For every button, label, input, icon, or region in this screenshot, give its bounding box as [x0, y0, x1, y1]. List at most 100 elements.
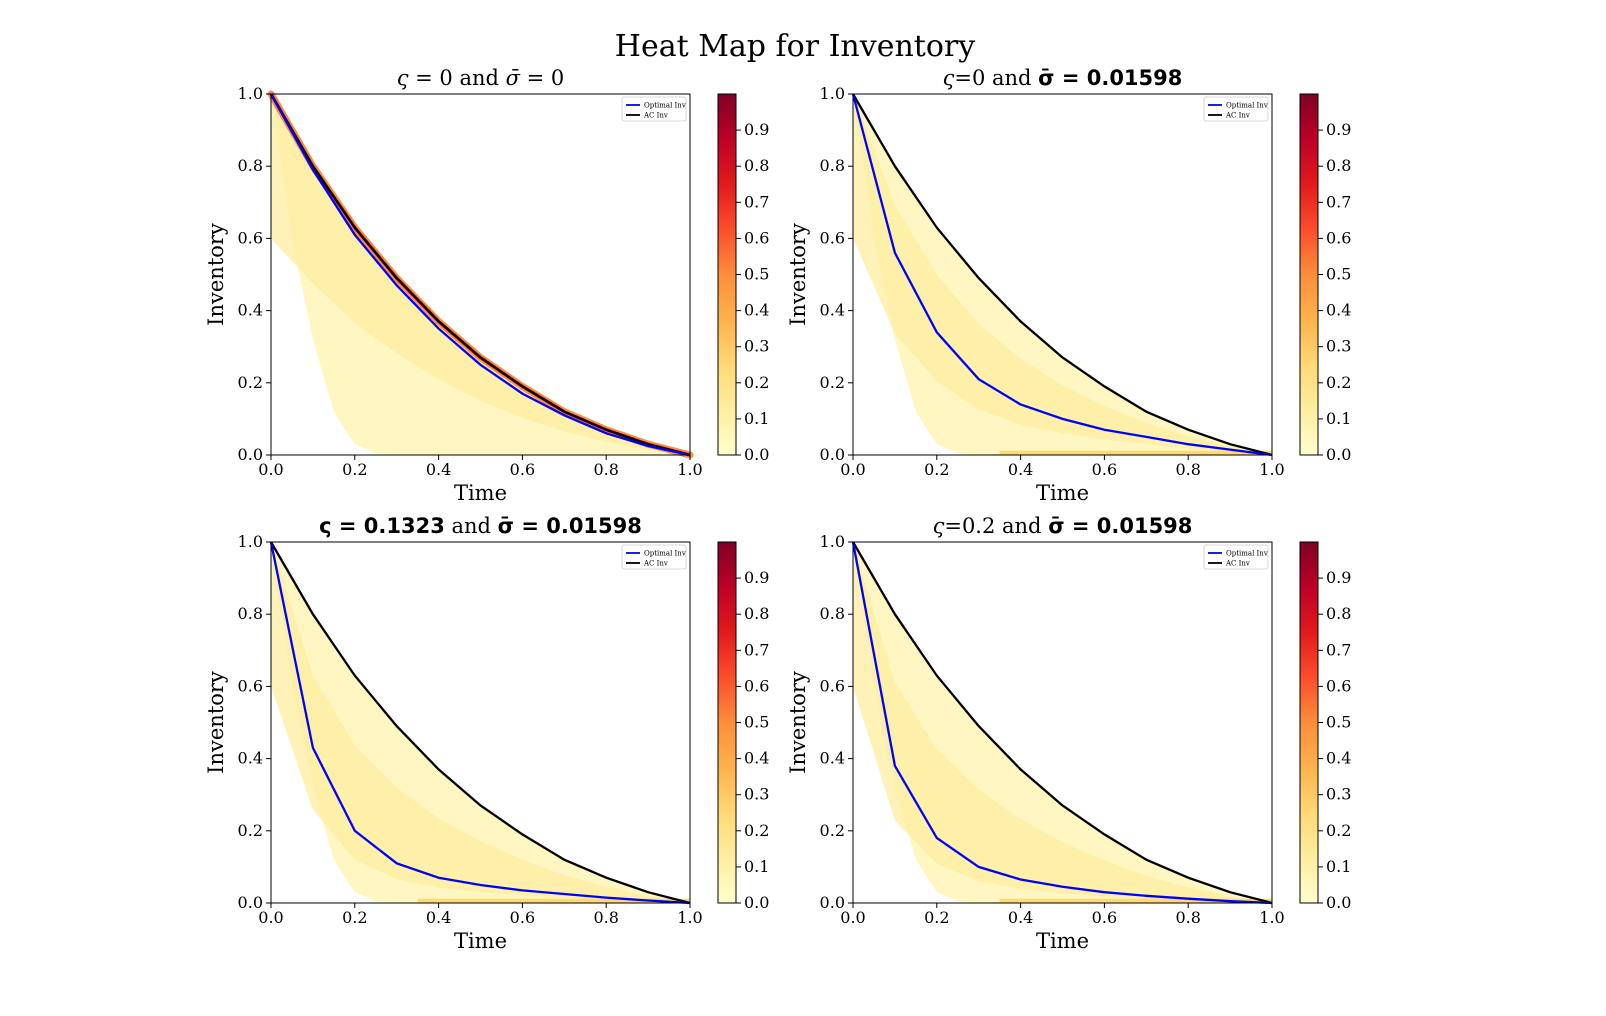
x-tick-label: 1.0: [677, 908, 702, 927]
x-tick-label: 0.6: [1092, 460, 1117, 479]
colorbar-tick-label: 0.6: [744, 676, 769, 695]
legend-label: AC Inv: [643, 560, 668, 568]
x-tick-label: 0.8: [593, 908, 618, 927]
legend: Optimal Inv AC Inv: [621, 544, 687, 570]
series-optimal-inv: [851, 93, 1273, 457]
colorbar-tick-label: 0.3: [1326, 337, 1351, 356]
x-tick-label: 0.6: [510, 460, 535, 479]
legend: Optimal Inv AC Inv: [1203, 544, 1269, 570]
panel-title: ς = 0 and σ̄ = 0: [397, 66, 565, 90]
y-tick-label: 0.0: [820, 445, 845, 464]
x-tick-label: 0.2: [342, 460, 367, 479]
series-ac-inv: [270, 541, 691, 905]
colorbar-tick-label: 0.0: [744, 445, 769, 464]
colorbar-tick-label: 0.9: [1326, 120, 1351, 139]
x-axis-label: Time: [454, 929, 507, 953]
x-axis-label: Time: [1036, 929, 1089, 953]
colorbar-tick-label: 0.2: [1326, 821, 1351, 840]
axes-frame: [852, 93, 1273, 456]
y-tick-label: 1.0: [820, 84, 845, 103]
y-tick-label: 0.0: [238, 445, 263, 464]
heat-core: [853, 94, 1272, 455]
colorbar-tick-label: 0.2: [744, 373, 769, 392]
panel-title-part: σ̄ = 0.01598: [1038, 66, 1182, 90]
colorbar-tick-label: 0.9: [744, 568, 769, 587]
x-tick-label: 0.0: [840, 460, 865, 479]
x-tick-label: 0.0: [840, 908, 865, 927]
legend: Optimal Inv AC Inv: [621, 96, 687, 122]
legend-label: AC Inv: [1225, 112, 1250, 120]
heat-core: [853, 542, 1272, 903]
y-tick-label: 1.0: [238, 532, 263, 551]
y-axis-label: Inventory: [204, 223, 228, 326]
y-tick-label: 0.2: [820, 373, 845, 392]
y-tick-label: 0.0: [238, 893, 263, 912]
x-tick-label: 0.4: [426, 908, 451, 927]
colorbar-gradient: [1299, 541, 1319, 904]
panel-title-part: = 0 and: [408, 66, 505, 90]
panel-1: 0.0 0.2 0.4 0.6 0.8 1.0 0.0 0.2 0.4 0.6 0.8 1.0 Time…: [204, 66, 769, 505]
colorbar-tick-label: 0.0: [1326, 893, 1351, 912]
colorbar-tick-label: 0.5: [744, 265, 769, 284]
y-tick-label: 0.8: [820, 156, 845, 175]
figure-title: Heat Map for Inventory: [615, 29, 975, 64]
colorbar-tick-label: 0.4: [744, 749, 769, 768]
x-tick-label: 0.4: [1008, 460, 1033, 479]
heat-envelope: [271, 94, 690, 455]
colorbar-tick-label: 0.3: [744, 785, 769, 804]
panel-4: 0.0 0.2 0.4 0.6 0.8 1.0 0.0 0.2 0.4 0.6 0.8 1.0 Time…: [786, 514, 1351, 953]
panel-title-part: =0 and: [954, 66, 1038, 90]
colorbar: 0.0 0.1 0.2 0.3 0.4 0.5 0.6 0.7 0.8 0.9: [717, 541, 769, 912]
x-tick-label: 0.8: [593, 460, 618, 479]
colorbar-tick-label: 0.4: [1326, 749, 1351, 768]
x-tick-label: 0.6: [1092, 908, 1117, 927]
y-tick-label: 0.4: [820, 301, 845, 320]
y-axis-label: Inventory: [786, 671, 810, 774]
y-tick-label: 0.0: [820, 893, 845, 912]
legend-label: AC Inv: [643, 112, 668, 120]
panel-title-part: σ̄ = 0.01598: [498, 514, 642, 538]
colorbar-gradient: [1299, 93, 1319, 456]
panel-title-part: ς = 0.1323: [319, 514, 445, 538]
panel-title-part: σ̄ = 0.01598: [1048, 514, 1192, 538]
x-axis-label: Time: [1036, 481, 1089, 505]
y-tick-label: 0.8: [238, 156, 263, 175]
colorbar-tick-label: 0.1: [1326, 857, 1351, 876]
series-optimal-inv: [269, 541, 691, 905]
colorbar-tick-label: 0.5: [1326, 265, 1351, 284]
y-tick-label: 1.0: [238, 84, 263, 103]
y-tick-label: 0.6: [820, 228, 845, 247]
colorbar-tick-label: 0.3: [744, 337, 769, 356]
series-ac-inv: [270, 93, 691, 457]
panel-title-part: ς: [943, 66, 955, 90]
x-tick-label: 0.6: [510, 908, 535, 927]
colorbar-tick-label: 0.4: [744, 301, 769, 320]
panel-title: ς = 0.1323 and σ̄ = 0.01598: [319, 514, 642, 538]
axes-frame: [852, 541, 1273, 904]
x-tick-label: 0.4: [1008, 908, 1033, 927]
legend-label: AC Inv: [1225, 560, 1250, 568]
y-tick-label: 0.6: [238, 228, 263, 247]
colorbar-tick-label: 0.5: [744, 713, 769, 732]
x-tick-label: 0.2: [924, 460, 949, 479]
legend-label: Optimal Inv: [1226, 550, 1268, 558]
panel-title-part: ς: [933, 514, 945, 538]
y-tick-label: 0.4: [238, 749, 263, 768]
axes-frame: [270, 93, 691, 456]
colorbar-tick-label: 0.8: [1326, 156, 1351, 175]
legend-label: Optimal Inv: [1226, 102, 1268, 110]
colorbar-tick-label: 0.8: [1326, 604, 1351, 623]
x-tick-label: 0.8: [1175, 460, 1200, 479]
colorbar: 0.0 0.1 0.2 0.3 0.4 0.5 0.6 0.7 0.8 0.9: [1299, 541, 1351, 912]
y-tick-label: 0.2: [238, 373, 263, 392]
colorbar-tick-label: 0.8: [744, 604, 769, 623]
colorbar-tick-label: 0.2: [744, 821, 769, 840]
y-axis-label: Inventory: [204, 671, 228, 774]
colorbar-tick-label: 0.7: [1326, 192, 1351, 211]
legend-label: Optimal Inv: [644, 550, 686, 558]
y-tick-label: 0.2: [238, 821, 263, 840]
panel-title-part: ς: [397, 66, 409, 90]
y-tick-label: 1.0: [820, 532, 845, 551]
colorbar-tick-label: 0.6: [1326, 228, 1351, 247]
legend: Optimal Inv AC Inv: [1203, 96, 1269, 122]
